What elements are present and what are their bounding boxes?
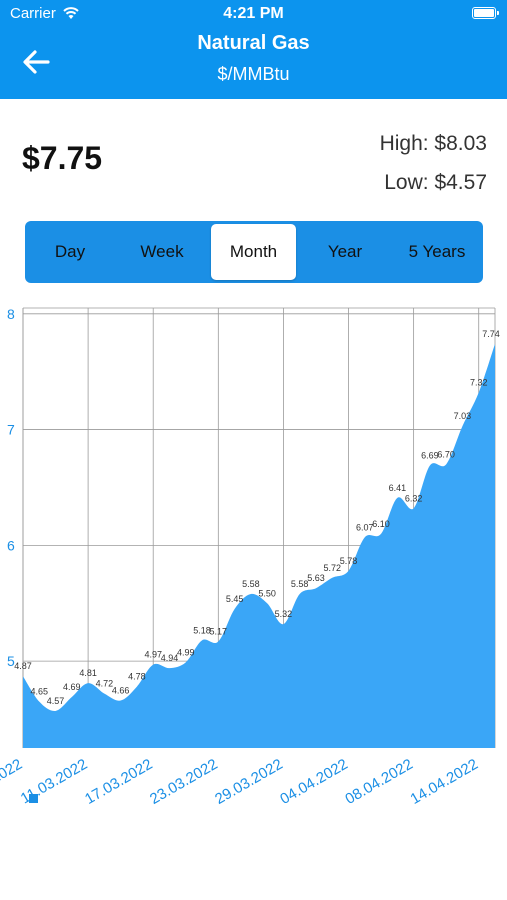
data-point-label: 4.78 <box>128 672 146 682</box>
high-price: High: $8.03 <box>379 132 487 155</box>
data-point-label: 7.03 <box>454 411 472 421</box>
tab-month[interactable]: Month <box>211 224 296 280</box>
back-arrow-icon[interactable] <box>20 46 52 78</box>
tab-5-years[interactable]: 5 Years <box>408 242 466 261</box>
x-tick-label: 14.04.2022 <box>407 756 481 808</box>
data-point-label: 5.45 <box>226 594 244 604</box>
y-tick-label: 6 <box>7 537 15 553</box>
y-tick-label: 8 <box>7 306 15 322</box>
data-point-label: 7.32 <box>470 378 488 388</box>
data-point-label: 6.41 <box>389 483 407 493</box>
data-point-label: 4.99 <box>177 647 195 657</box>
data-point-label: 4.87 <box>14 661 32 671</box>
data-point-label: 5.72 <box>323 563 341 573</box>
y-tick-label: 7 <box>7 422 15 438</box>
x-tick-label: 23.03.2022 <box>147 756 221 808</box>
data-point-label: 5.63 <box>307 573 325 583</box>
page-subtitle: $/MMBtu <box>217 64 290 84</box>
data-point-label: 4.94 <box>161 653 179 663</box>
data-point-label: 4.81 <box>79 668 97 678</box>
legend-marker <box>29 794 38 803</box>
data-point-label: 5.58 <box>242 579 260 589</box>
data-point-label: 5.17 <box>210 626 228 636</box>
data-point-label: 6.69 <box>421 450 439 460</box>
tab-week[interactable]: Week <box>140 242 184 261</box>
status-carrier: Carrier <box>10 5 56 22</box>
price-area <box>23 343 495 748</box>
nav-header: Carrier 4:21 PM Natural Gas $/MMBtu <box>0 0 507 99</box>
current-price: $7.75 <box>22 140 103 176</box>
data-point-label: 7.74 <box>482 329 500 339</box>
wifi-icon <box>63 7 79 19</box>
data-point-label: 4.69 <box>63 682 81 692</box>
tab-year[interactable]: Year <box>327 242 363 261</box>
data-point-label: 5.50 <box>258 588 276 598</box>
price-chart: 4.87 4.654.57 4.69 4.814.724.66 4.78 4.974.94… <box>0 306 500 808</box>
page-title: Natural Gas <box>197 32 310 54</box>
data-point-label: 6.70 <box>437 449 455 459</box>
tab-day[interactable]: Day <box>54 242 86 261</box>
data-point-label: 5.18 <box>193 625 211 635</box>
period-selector: Day Week Month Year 5 Years <box>25 221 483 283</box>
data-point-label: 4.66 <box>112 686 130 696</box>
y-tick-label: 5 <box>7 653 15 669</box>
battery-icon <box>472 7 499 19</box>
x-tick-label: 04.04.2022 <box>277 756 351 808</box>
data-point-label: 4.65 <box>31 687 49 697</box>
low-price: Low: $4.57 <box>384 171 487 194</box>
data-point-label: 6.32 <box>405 493 423 503</box>
data-point-label: 6.10 <box>372 519 390 529</box>
data-point-label: 5.78 <box>340 556 358 566</box>
x-tick-label: 17.03.2022 <box>82 756 156 808</box>
data-point-label: 4.97 <box>144 650 162 660</box>
chart-labels: 4.87 4.654.57 4.69 4.814.724.66 4.78 4.974.94… <box>14 329 500 706</box>
x-tick-label: 08.04.2022 <box>342 756 416 808</box>
data-point-label: 5.32 <box>275 609 293 619</box>
data-point-label: 4.72 <box>96 679 114 689</box>
status-time: 4:21 PM <box>223 5 284 22</box>
data-point-label: 6.07 <box>356 522 374 532</box>
data-point-label: 5.58 <box>291 579 309 589</box>
x-tick-label: 29.03.2022 <box>212 756 286 808</box>
x-tick-label: 11.03.2022 <box>18 756 91 808</box>
data-point-label: 4.57 <box>47 696 65 706</box>
